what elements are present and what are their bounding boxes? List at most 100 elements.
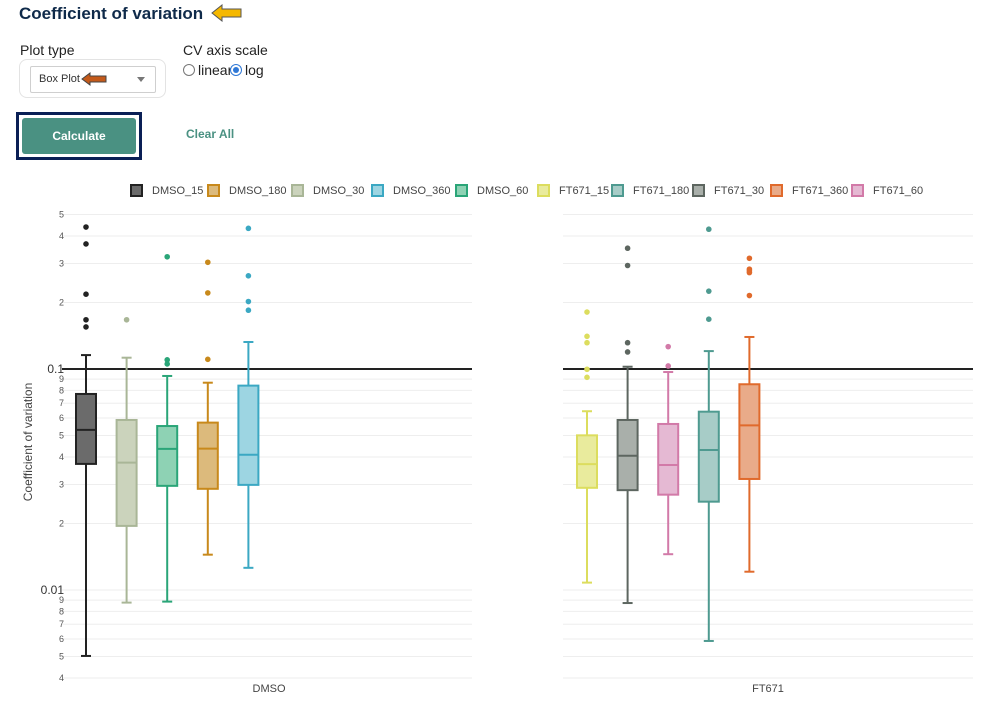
y-tick-label: 8	[59, 385, 64, 395]
box-DMSO_60[interactable]	[156, 253, 179, 603]
legend-item-DMSO_30[interactable]: DMSO_30	[291, 184, 364, 197]
box-FT671_60[interactable]	[657, 343, 680, 556]
outlier-point	[164, 253, 170, 260]
x-category-label: FT671	[752, 683, 784, 695]
legend-swatch	[455, 184, 468, 197]
iqr-box	[697, 410, 720, 503]
outlier-point	[83, 291, 89, 298]
legend-label: FT671_360	[792, 184, 849, 197]
outlier-point	[245, 273, 252, 279]
calculate-highlight: Calculate	[16, 112, 142, 160]
box-DMSO_15[interactable]	[75, 224, 97, 657]
iqr-box	[196, 421, 219, 490]
legend-item-FT671_30[interactable]: FT671_30	[692, 184, 764, 197]
legend-swatch	[130, 184, 143, 197]
box-DMSO_360[interactable]	[237, 225, 260, 569]
y-tick-label: 0.1	[47, 362, 64, 376]
legend-label: FT671_15	[559, 184, 610, 197]
plot-type-label: Plot type	[20, 42, 75, 58]
radio-linear-label: linear	[198, 62, 233, 78]
radio-log[interactable]: log	[230, 62, 264, 78]
y-tick-label: 6	[59, 413, 64, 423]
legend-label: FT671_60	[873, 184, 924, 197]
outlier-point	[245, 298, 252, 305]
box-DMSO_180[interactable]	[196, 259, 219, 556]
outlier-point	[624, 349, 631, 355]
outlier-point	[706, 288, 712, 294]
legend-item-FT671_15[interactable]: FT671_15	[537, 184, 609, 197]
legend-item-DMSO_60[interactable]: DMSO_60	[455, 184, 528, 197]
legend-item-FT671_60[interactable]: FT671_60	[851, 184, 923, 197]
legend-label: DMSO_15	[152, 184, 204, 197]
outlier-point	[584, 339, 590, 346]
title-text: Coefficient of variation	[19, 4, 204, 23]
legend-item-FT671_360[interactable]: FT671_360	[770, 184, 848, 197]
box-FT671_15[interactable]	[576, 309, 598, 584]
y-tick-label: 9	[59, 595, 64, 605]
outlier-point	[205, 259, 211, 266]
box-FT671_360[interactable]	[738, 255, 761, 573]
plot-type-select[interactable]: Box Plot	[30, 66, 156, 93]
radio-log-circle[interactable]	[230, 64, 242, 76]
iqr-box	[115, 418, 138, 527]
outlier-point	[746, 292, 753, 299]
box-DMSO_30[interactable]	[115, 316, 138, 604]
legend-item-DMSO_15[interactable]: DMSO_15	[130, 184, 203, 197]
clear-all-link[interactable]: Clear All	[186, 127, 235, 141]
outlier-point	[624, 245, 631, 252]
cv-scale-label: CV axis scale	[183, 42, 268, 58]
y-tick-label: 4	[59, 673, 64, 683]
y-tick-label: 7	[59, 619, 64, 629]
page-title: Coefficient of variation	[19, 3, 243, 24]
legend-item-DMSO_360[interactable]: DMSO_360	[371, 184, 450, 197]
radio-log-label: log	[245, 62, 264, 78]
box-FT671_30[interactable]	[616, 245, 639, 605]
legend-swatch	[851, 184, 864, 197]
calculate-button[interactable]: Calculate	[22, 118, 136, 154]
legend-item-FT671_180[interactable]: FT671_180	[611, 184, 689, 197]
outlier-point	[584, 333, 590, 340]
outlier-point	[746, 255, 753, 262]
outlier-point	[83, 316, 89, 323]
y-tick-label: 2	[59, 518, 64, 528]
box-FT671_180[interactable]	[697, 226, 720, 642]
yellow-arrow-icon	[211, 3, 242, 23]
plot-type-container: Box Plot	[19, 59, 166, 98]
outlier-point	[205, 356, 211, 363]
y-tick-label: 4	[59, 452, 64, 462]
legend-label: DMSO_30	[313, 184, 365, 197]
y-tick-label: 0.01	[41, 583, 65, 597]
legend-item-DMSO_180[interactable]: DMSO_180	[207, 184, 286, 197]
y-axis-title: Coefficient of variation	[21, 383, 35, 502]
legend-swatch	[537, 184, 550, 197]
iqr-box	[738, 383, 761, 480]
outlier-point	[624, 339, 631, 346]
y-tick-label: 5	[59, 210, 64, 220]
outlier-point	[584, 374, 590, 381]
legend-swatch	[692, 184, 705, 197]
radio-linear[interactable]: linear	[183, 62, 232, 78]
y-tick-label: 3	[59, 259, 64, 269]
radio-linear-circle[interactable]	[183, 64, 195, 76]
outlier-point	[665, 343, 671, 350]
outlier-point	[123, 316, 130, 323]
y-tick-label: 2	[59, 297, 64, 307]
legend-swatch	[207, 184, 220, 197]
brown-arrow-icon	[81, 72, 107, 86]
legend-swatch	[371, 184, 384, 197]
outlier-point	[584, 309, 590, 315]
outlier-point	[584, 366, 590, 373]
y-tick-label: 8	[59, 606, 64, 616]
plot-type-value: Box Plot	[39, 73, 80, 85]
outlier-point	[665, 363, 671, 369]
chevron-down-icon	[137, 77, 145, 82]
y-tick-label: 7	[59, 398, 64, 408]
outlier-point	[83, 241, 89, 247]
outlier-point	[624, 262, 631, 269]
outlier-point	[83, 324, 89, 330]
iqr-box	[156, 425, 179, 487]
outlier-point	[706, 226, 712, 233]
iqr-box	[576, 434, 598, 489]
legend-swatch	[770, 184, 783, 197]
